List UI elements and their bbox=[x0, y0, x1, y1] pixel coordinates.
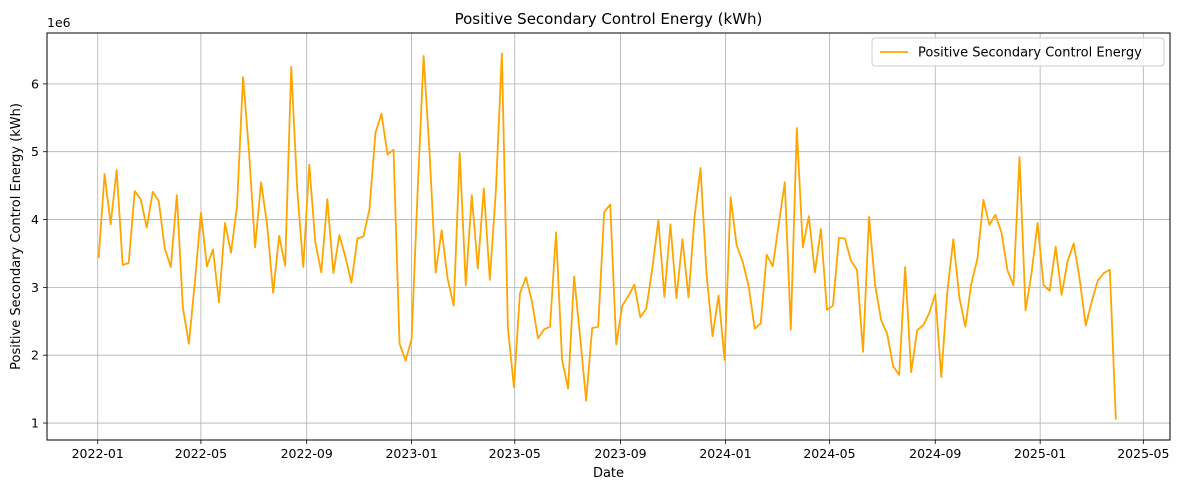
legend-label: Positive Secondary Control Energy bbox=[918, 46, 1142, 61]
plot-area-frame bbox=[46, 32, 1171, 441]
y-tick-label: 1 bbox=[31, 416, 39, 431]
chart-title: Positive Secondary Control Energy (kWh) bbox=[455, 10, 763, 28]
y-axis-label: Positive Secondary Control Energy (kWh) bbox=[9, 103, 24, 370]
x-tick-label: 2023-01 bbox=[385, 446, 437, 461]
y-tick-label: 3 bbox=[31, 280, 39, 295]
grid bbox=[47, 33, 1170, 440]
legend: Positive Secondary Control Energy bbox=[871, 37, 1165, 67]
x-tick-label: 2025-01 bbox=[1014, 446, 1066, 461]
x-axis: 2022-01 2022-05 2022-09 2023-01 2023-05 2023-… bbox=[72, 440, 1169, 461]
x-tick-label: 2022-09 bbox=[281, 446, 333, 461]
y-tick-label: 5 bbox=[31, 144, 39, 159]
x-tick-label: 2022-05 bbox=[175, 446, 227, 461]
y-axis: 1 2 3 4 5 6 bbox=[31, 76, 47, 431]
x-axis-label: Date bbox=[593, 466, 624, 481]
x-tick-label: 2022-01 bbox=[72, 446, 124, 461]
x-tick-label: 2024-01 bbox=[699, 446, 751, 461]
y-tick-label: 4 bbox=[31, 212, 39, 227]
x-tick-label: 2023-09 bbox=[594, 446, 646, 461]
series-line bbox=[97, 52, 1117, 420]
x-tick-label: 2024-05 bbox=[803, 446, 855, 461]
x-tick-label: 2025-05 bbox=[1117, 446, 1169, 461]
x-tick-label: 2024-09 bbox=[909, 446, 961, 461]
y-tick-label: 2 bbox=[31, 348, 39, 363]
y-tick-label: 6 bbox=[31, 76, 39, 91]
series-layer bbox=[97, 52, 1117, 420]
legend-box bbox=[871, 37, 1165, 67]
y-axis-multiplier: 1e6 bbox=[47, 15, 71, 30]
x-tick-label: 2023-05 bbox=[489, 446, 541, 461]
